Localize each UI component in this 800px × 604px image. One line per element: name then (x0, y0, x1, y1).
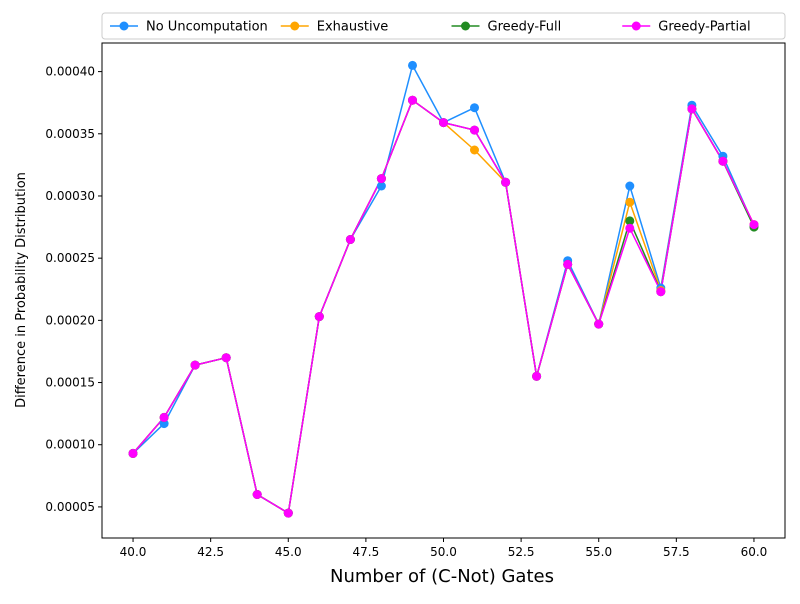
y-tick-label: 0.00005 (45, 500, 95, 514)
legend-label: Greedy-Partial (658, 20, 750, 35)
data-point (252, 490, 262, 499)
data-point (749, 220, 759, 230)
data-point (221, 353, 231, 363)
x-tick-label: 52.5 (508, 545, 535, 559)
legend-label: Exhaustive (317, 20, 389, 35)
data-point (625, 223, 635, 233)
data-point (283, 508, 293, 518)
data-point (625, 216, 635, 226)
plot-area (128, 60, 759, 518)
data-point (563, 259, 573, 269)
legend-marker (461, 21, 470, 31)
x-tick-label: 47.5 (353, 545, 380, 559)
data-point (376, 181, 386, 191)
data-point (345, 235, 355, 244)
y-tick-label: 0.00015 (45, 376, 95, 390)
y-tick-label: 0.00020 (45, 313, 95, 327)
legend-marker (119, 21, 129, 31)
data-point (687, 104, 697, 114)
data-point (594, 319, 604, 329)
y-tick-label: 0.00035 (45, 127, 95, 141)
legend-marker (290, 21, 300, 31)
data-point (625, 181, 635, 191)
data-point (159, 412, 169, 422)
data-point (470, 125, 479, 135)
legend: No Uncomputation Exhaustive Greedy-Full Gre… (101, 12, 786, 40)
y-tick-label: 0.00010 (45, 438, 95, 452)
x-tick-label: 40.0 (120, 545, 147, 559)
data-point (718, 156, 728, 166)
data-point (159, 419, 169, 429)
x-tick-label: 60.0 (741, 545, 768, 559)
y-axis-label: Difference in Probability Distribution (14, 172, 29, 408)
legend-box (101, 12, 786, 40)
x-tick-label: 57.5 (663, 545, 690, 559)
data-point (439, 118, 448, 128)
data-point (190, 360, 200, 370)
data-point (625, 197, 635, 207)
x-tick-label: 55.0 (585, 545, 612, 559)
data-point (408, 60, 417, 70)
data-point (532, 371, 542, 381)
data-point (128, 448, 138, 458)
data-point (501, 177, 511, 187)
x-tick-label: 50.0 (430, 545, 457, 559)
data-point (408, 95, 417, 105)
x-axis-label: Number of (C-Not) Gates (330, 566, 554, 587)
x-tick-label: 45.0 (275, 545, 302, 559)
x-tick-label: 42.5 (197, 545, 224, 559)
data-point (376, 174, 386, 184)
legend-label: No Uncomputation (146, 20, 268, 35)
y-tick-label: 0.00040 (45, 65, 95, 79)
legend-marker (631, 21, 641, 31)
y-tick-label: 0.00025 (45, 251, 95, 265)
data-point (470, 145, 479, 155)
axes: 40.0 42.5 45.0 47.5 50.0 52.5 55.0 57.5 60.0 0.00… (45, 42, 786, 559)
data-point (470, 103, 479, 113)
y-tick-label: 0.00030 (45, 189, 95, 203)
legend-label: Greedy-Full (488, 20, 562, 35)
data-point (656, 287, 666, 297)
data-point (314, 312, 324, 322)
